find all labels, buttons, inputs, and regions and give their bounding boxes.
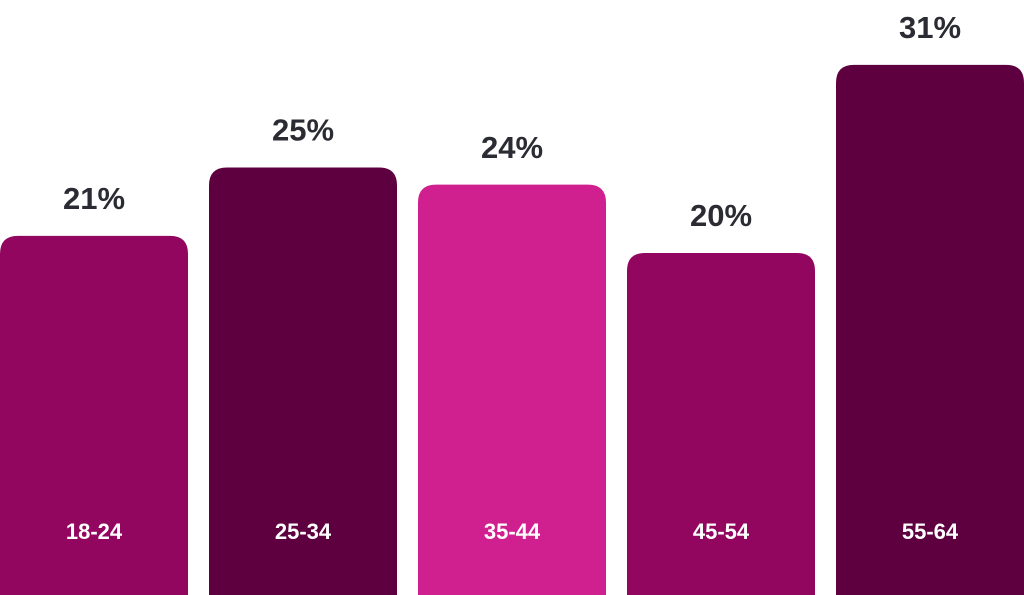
bar	[836, 64, 1024, 595]
value-label: 31%	[899, 10, 961, 45]
bar	[209, 167, 397, 595]
value-label: 20%	[690, 198, 752, 233]
category-label: 55-64	[902, 519, 959, 544]
bar	[627, 253, 815, 595]
value-label: 24%	[481, 130, 543, 165]
category-label: 45-54	[693, 519, 750, 544]
value-label: 25%	[272, 113, 334, 148]
bar	[0, 235, 188, 595]
value-label: 21%	[63, 181, 125, 216]
bar	[418, 184, 606, 595]
category-label: 18-24	[66, 519, 123, 544]
category-label: 35-44	[484, 519, 541, 544]
category-label: 25-34	[275, 519, 332, 544]
